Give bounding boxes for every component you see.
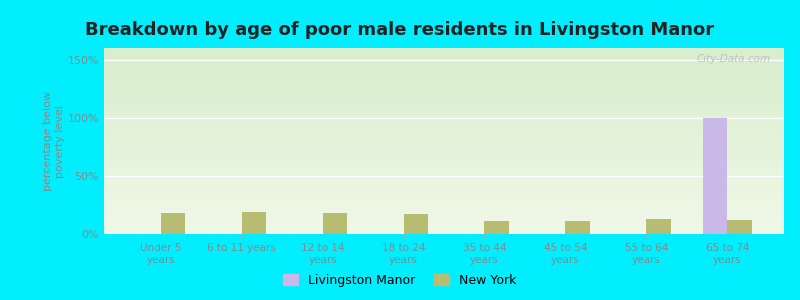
Bar	[485, 221, 509, 234]
Bar	[703, 118, 727, 234]
Bar	[161, 213, 185, 234]
Legend: Livingston Manor, New York: Livingston Manor, New York	[279, 270, 521, 291]
Text: Breakdown by age of poor male residents in Livingston Manor: Breakdown by age of poor male residents …	[86, 21, 714, 39]
Bar	[242, 212, 266, 234]
Bar	[727, 220, 752, 234]
Bar	[566, 221, 590, 234]
Bar	[322, 213, 347, 234]
Y-axis label: percentage below
poverty level: percentage below poverty level	[43, 91, 65, 191]
Text: City-Data.com: City-Data.com	[696, 54, 770, 64]
Bar	[646, 219, 670, 234]
Bar	[403, 214, 428, 234]
